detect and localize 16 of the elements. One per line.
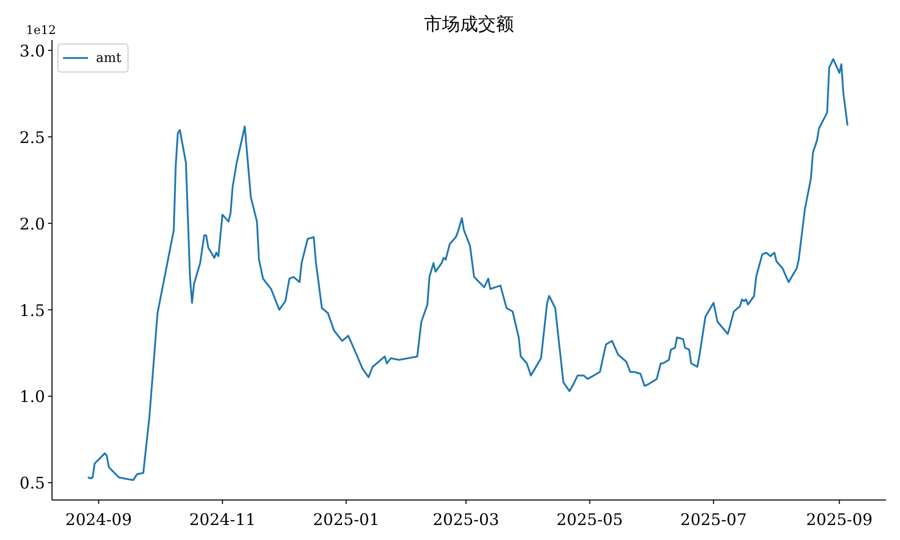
x-tick-label: 2025-05 [556,510,623,529]
y-tick-label: 3.0 [20,41,45,60]
x-tick-label: 2025-01 [312,510,380,529]
chart-title: 市场成交额 [424,14,514,35]
x-tick-label: 2024-11 [189,510,256,529]
y-tick-label: 1.0 [20,387,45,406]
y-tick-label: 2.0 [20,214,45,234]
x-tick-label: 2025-07 [680,510,747,529]
text: 1e12 [26,23,56,37]
y-tick-label: 0.5 [20,474,45,493]
y-tick-label: 2.5 [20,128,45,147]
x-tick-label: 2024-09 [65,510,132,529]
y-tick-label: 1.5 [20,300,45,320]
legend-label: amt [96,51,122,66]
x-tick-label: 2025-09 [806,510,873,529]
x-tick-label: 2025-03 [432,510,500,529]
